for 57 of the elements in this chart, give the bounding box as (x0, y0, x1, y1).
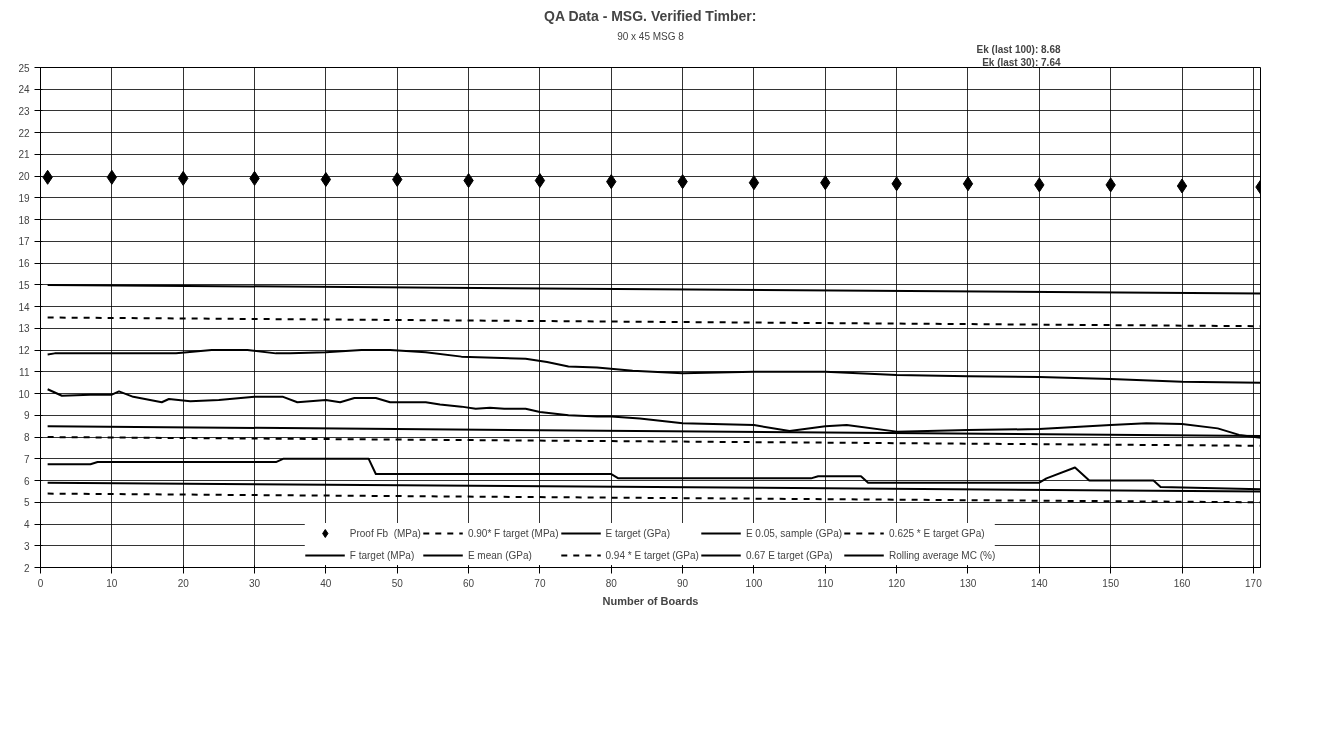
legend-label: 0.94 * E target (GPa) (605, 549, 699, 561)
y-tick-label: 14 (18, 301, 30, 313)
legend-label: E 0.05, sample (GPa) (745, 527, 843, 539)
y-tick-label: 10 (18, 388, 30, 400)
x-tick-label: 110 (817, 577, 834, 589)
legend-label: F target (MPa) (349, 549, 415, 561)
y-tick-label: 2 (23, 562, 30, 574)
y-tick-label: 6 (23, 475, 30, 487)
y-tick-label: 17 (18, 236, 30, 248)
x-tick-label: 170 (1245, 577, 1263, 589)
legend-label: 0.67 E target (GPa) (745, 549, 833, 561)
x-tick-label: 160 (1173, 577, 1191, 589)
x-tick-label: 70 (534, 577, 546, 589)
x-tick-label: 130 (959, 577, 977, 589)
y-tick-label: 23 (18, 105, 30, 117)
y-tick-label: 8 (23, 432, 30, 444)
y-tick-label: 7 (23, 453, 30, 465)
legend-label: 0.90* F target (MPa) (467, 527, 559, 539)
x-tick-label: 30 (248, 577, 261, 589)
x-tick-label: 60 (463, 577, 475, 589)
legend-label: Rolling average MC (%) (889, 549, 996, 561)
x-tick-label: 50 (391, 577, 404, 589)
x-tick-label: 100 (745, 577, 763, 589)
chart-title: QA Data - MSG. Verified Timber: (544, 7, 757, 24)
legend-label: 0.625 * E target GPa) (889, 527, 985, 539)
y-tick-label: 16 (18, 258, 30, 270)
y-tick-label: 4 (23, 519, 30, 531)
x-tick-label: 120 (888, 577, 906, 589)
annotation: Ek (last 30): 7.64 (982, 56, 1061, 68)
y-tick-label: 19 (18, 192, 30, 204)
y-tick-label: 25 (18, 62, 30, 74)
x-tick-label: 40 (320, 577, 332, 589)
y-tick-label: 13 (18, 323, 30, 335)
y-tick-label: 5 (23, 497, 30, 509)
y-tick-label: 9 (23, 410, 30, 422)
legend-label: Proof Fb (MPa) (349, 527, 421, 539)
text: 90 x 45 MSG 8 (617, 30, 685, 42)
legend-label: E mean (GPa) (467, 549, 532, 561)
x-tick-label: 140 (1030, 577, 1049, 589)
y-tick-label: 20 (18, 171, 30, 183)
y-tick-label: 24 (18, 84, 30, 96)
y-tick-label: 3 (23, 540, 30, 552)
y-tick-label: 18 (18, 214, 30, 226)
x-tick-label: 80 (605, 577, 618, 589)
x-tick-label: 90 (677, 577, 689, 589)
x-tick-label: 150 (1102, 577, 1120, 589)
x-axis-title: Number of Boards (602, 594, 699, 607)
y-tick-label: 11 (19, 366, 30, 378)
y-tick-label: 15 (18, 279, 30, 291)
x-tick-label: 0 (37, 577, 44, 589)
x-tick-label: 20 (177, 577, 190, 589)
text: Ek (last 100): 8.68 (976, 43, 1061, 55)
y-tick-label: 21 (18, 149, 30, 161)
legend-label: E target (GPa) (605, 527, 670, 539)
y-tick-label: 22 (18, 127, 30, 139)
x-tick-label: 10 (106, 577, 118, 589)
y-tick-label: 12 (18, 345, 30, 357)
